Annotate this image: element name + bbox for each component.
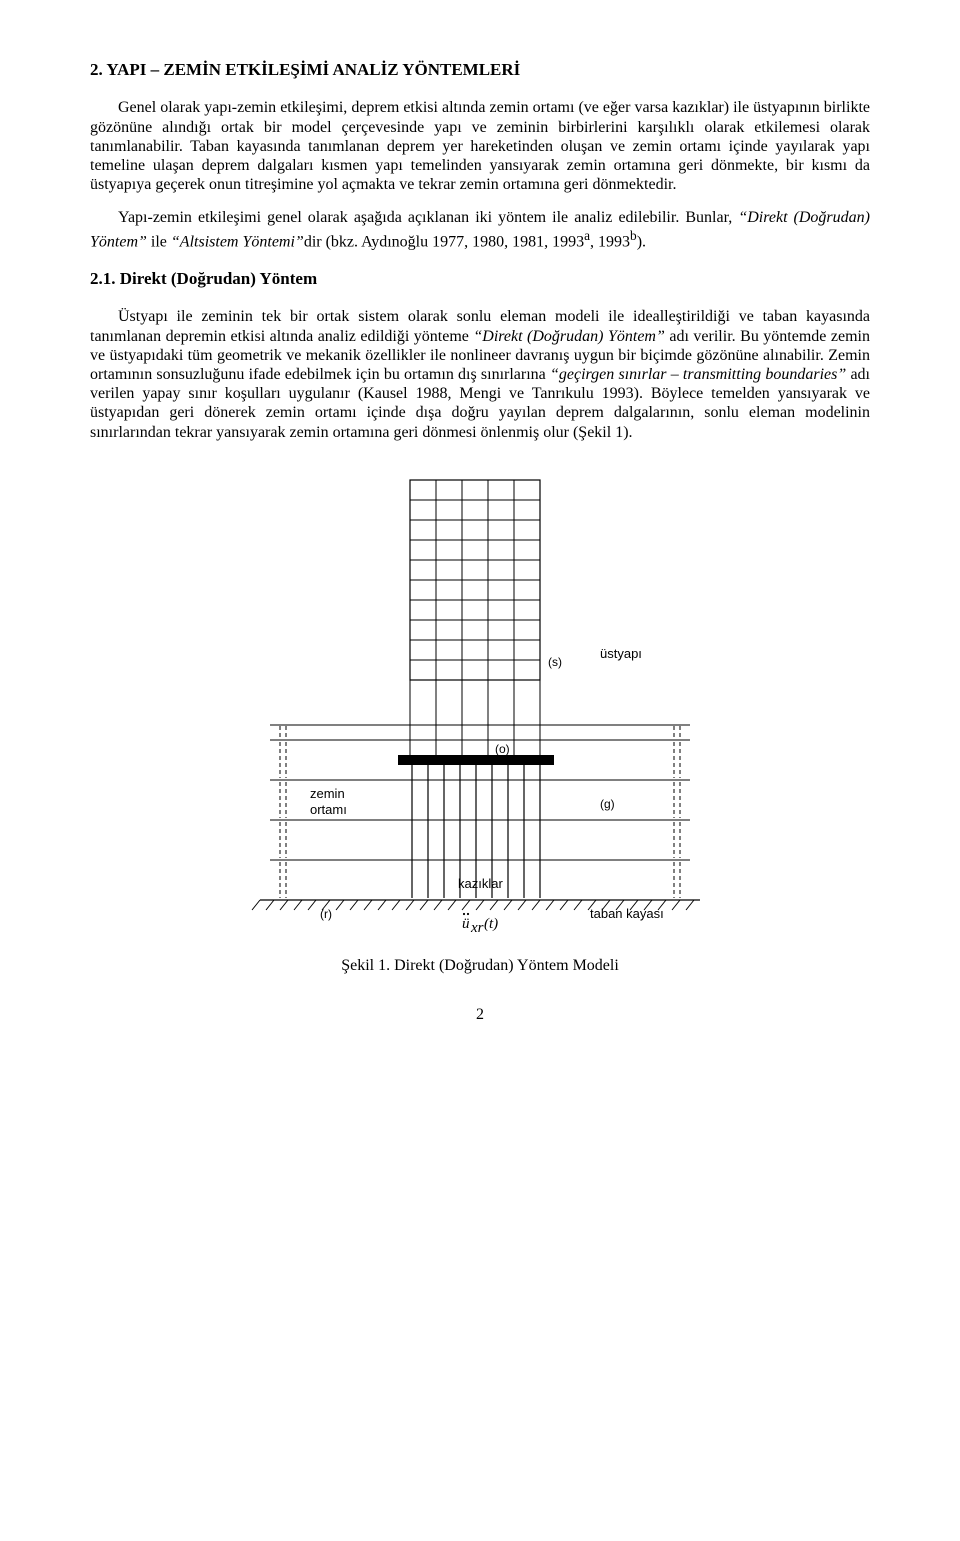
svg-text:(g): (g)	[600, 797, 615, 811]
svg-text:ortamı: ortamı	[310, 802, 347, 817]
para2-post: dir (bkz. Aydınoğlu 1977, 1980, 1981, 19…	[304, 233, 584, 250]
page-number: 2	[90, 1005, 870, 1024]
figure-1: (s) üstyapı (o) zeminortamı (g) kazıklar (r) ta…	[180, 470, 780, 975]
paragraph-1: Genel olarak yapı-zemin etkileşimi, depr…	[90, 98, 870, 194]
para2-postB: , 1993	[590, 233, 630, 250]
para2-italic-2: “Altsistem Yöntemi”	[171, 233, 304, 250]
section-heading: 2. YAPI – ZEMİN ETKİLEŞİMİ ANALİZ YÖNTEM…	[90, 60, 870, 80]
svg-text:zemin: zemin	[310, 786, 345, 801]
svg-text:ü: ü	[462, 916, 470, 932]
subsection-heading: 2.1. Direkt (Doğrudan) Yöntem	[90, 269, 870, 289]
para2-sup2: b	[630, 228, 637, 243]
svg-text:(o): (o)	[495, 742, 510, 756]
para3-italic-1: “Direkt (Doğrudan) Yöntem”	[473, 328, 665, 345]
paragraph-2: Yapı-zemin etkileşimi genel olarak aşağı…	[90, 208, 870, 251]
svg-text:xr: xr	[470, 920, 484, 936]
paragraph-3: Üstyapı ile zeminin tek bir ortak sistem…	[90, 307, 870, 441]
para2-mid: ile	[147, 233, 171, 250]
figure-caption: Şekil 1. Direkt (Doğrudan) Yöntem Modeli	[180, 956, 780, 975]
svg-text:üstyapı: üstyapı	[600, 646, 642, 661]
svg-text:kazıklar: kazıklar	[458, 876, 503, 891]
svg-text:taban kayası: taban kayası	[590, 906, 664, 921]
para2-pre: Yapı-zemin etkileşimi genel olarak aşağı…	[118, 209, 738, 226]
para3-italic-2: “geçirgen sınırlar – transmitting bounda…	[550, 366, 846, 383]
svg-text:(r): (r)	[320, 907, 332, 921]
svg-text:(s): (s)	[548, 655, 562, 669]
figure-svg: (s) üstyapı (o) zeminortamı (g) kazıklar (r) ta…	[200, 470, 760, 950]
svg-text:(t): (t)	[484, 916, 498, 932]
para2-end: ).	[637, 233, 646, 250]
